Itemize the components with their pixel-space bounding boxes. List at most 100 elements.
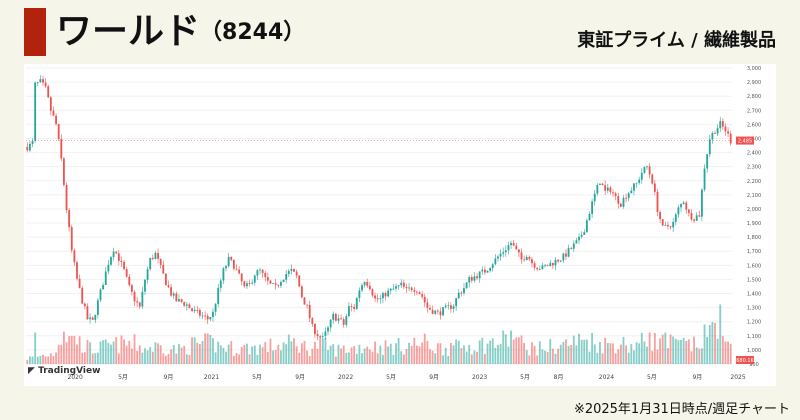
volume-bar bbox=[251, 346, 254, 364]
volume-bar bbox=[423, 333, 426, 364]
volume-bar bbox=[329, 345, 332, 364]
volume-bar bbox=[659, 338, 662, 364]
volume-bar bbox=[285, 344, 288, 364]
candle-body bbox=[353, 306, 356, 309]
candle-body bbox=[253, 275, 256, 283]
volume-bar bbox=[614, 353, 617, 364]
candle-body bbox=[167, 285, 170, 288]
candle-body bbox=[643, 166, 646, 173]
candle-body bbox=[606, 187, 609, 191]
volume-bar bbox=[78, 336, 81, 364]
candle-body bbox=[604, 185, 607, 191]
volume-bar bbox=[392, 354, 395, 364]
volume-bar bbox=[47, 356, 50, 364]
volume-bar bbox=[115, 337, 118, 364]
volume-bar bbox=[729, 343, 732, 364]
candle-body bbox=[332, 313, 335, 320]
volume-bar bbox=[219, 345, 222, 364]
y-axis: 900 1,000 1,100 1,200 1,300 1,400 1,500 1,600 1,… bbox=[747, 66, 761, 368]
volume-bar bbox=[669, 334, 672, 364]
candle-body bbox=[321, 336, 324, 337]
candle-body bbox=[368, 285, 371, 290]
volume-bar bbox=[727, 341, 729, 364]
candle-body bbox=[719, 121, 722, 129]
candle-body bbox=[146, 269, 149, 280]
volume-bar bbox=[538, 341, 541, 364]
candle-body bbox=[324, 331, 327, 337]
grid-lines bbox=[26, 67, 732, 365]
candle-body bbox=[272, 283, 275, 285]
volume-bar bbox=[68, 336, 71, 364]
x-tick-label: 9月 bbox=[692, 374, 702, 381]
candle-body bbox=[517, 249, 520, 253]
volume-bar bbox=[76, 344, 78, 364]
volume-bar bbox=[418, 346, 421, 364]
candle-body bbox=[259, 269, 261, 271]
volume-bar bbox=[170, 349, 173, 364]
volume-bar bbox=[39, 355, 42, 364]
candle-body bbox=[674, 214, 677, 222]
volume-bar bbox=[157, 343, 159, 364]
candle-body bbox=[49, 97, 52, 111]
candle-body bbox=[243, 281, 246, 287]
candle-body bbox=[274, 283, 277, 285]
volume-bar bbox=[217, 341, 220, 364]
volume-bar bbox=[235, 353, 238, 364]
volume-bar bbox=[287, 334, 290, 364]
candle-body bbox=[151, 257, 154, 259]
volume-bar bbox=[512, 339, 515, 364]
volume-bar bbox=[368, 349, 371, 364]
volume-bar bbox=[112, 341, 115, 364]
volume-bar bbox=[42, 354, 44, 364]
candle-body bbox=[206, 315, 209, 320]
candle-body bbox=[423, 296, 426, 303]
x-axis: 2020 5月 9月 2021 5月 9月 2022 5月 9月 2023 5月 8月 2024 5月 9月… bbox=[68, 374, 746, 381]
y-tick-label: 1,400 bbox=[747, 292, 761, 298]
candle-body bbox=[329, 319, 332, 328]
volume-bar bbox=[400, 351, 403, 364]
candle-body bbox=[536, 267, 539, 270]
candle-body bbox=[439, 311, 442, 316]
candle-body bbox=[669, 226, 672, 228]
candle-body bbox=[523, 259, 526, 261]
candle-body bbox=[483, 269, 486, 273]
candle-body bbox=[120, 260, 123, 262]
volume-bar bbox=[154, 342, 157, 364]
volume-bar bbox=[110, 344, 112, 364]
volume-bar bbox=[510, 330, 512, 364]
volume-bar bbox=[523, 343, 526, 364]
candle-body bbox=[457, 292, 460, 299]
volume-bar bbox=[133, 334, 136, 364]
candle-body bbox=[269, 280, 272, 284]
candle-body bbox=[256, 270, 259, 276]
candle-body bbox=[235, 268, 238, 270]
volume-bar bbox=[533, 345, 536, 364]
candle-body bbox=[546, 265, 549, 267]
volume-bar bbox=[274, 350, 277, 364]
candle-body bbox=[157, 252, 159, 259]
volume-bar bbox=[520, 335, 523, 364]
chart-panel: 900 1,000 1,100 1,200 1,300 1,400 1,500 1,600 1,… bbox=[24, 64, 776, 386]
candle-body bbox=[47, 86, 50, 98]
x-tick-label: 5月 bbox=[520, 374, 530, 381]
candle-body bbox=[491, 264, 494, 269]
candle-body bbox=[721, 121, 724, 127]
volume-bar bbox=[353, 345, 356, 364]
candle-body bbox=[531, 259, 533, 264]
y-tick-label: 1,500 bbox=[747, 277, 761, 283]
volume-bar bbox=[130, 348, 133, 364]
candle-body bbox=[44, 82, 47, 87]
volume-bar bbox=[517, 337, 520, 364]
candle-body bbox=[468, 277, 471, 283]
candle-body bbox=[266, 277, 269, 281]
candle-body bbox=[371, 289, 374, 296]
candle-body bbox=[295, 271, 298, 276]
volume-bar bbox=[125, 345, 128, 364]
candle-body bbox=[112, 251, 115, 258]
candle-body bbox=[387, 290, 390, 297]
y-tick-label: 1,000 bbox=[747, 348, 761, 354]
y-tick-label: 2,000 bbox=[747, 207, 761, 213]
candle-body bbox=[86, 306, 89, 320]
candle-body bbox=[444, 305, 447, 308]
candle-body bbox=[533, 263, 536, 268]
